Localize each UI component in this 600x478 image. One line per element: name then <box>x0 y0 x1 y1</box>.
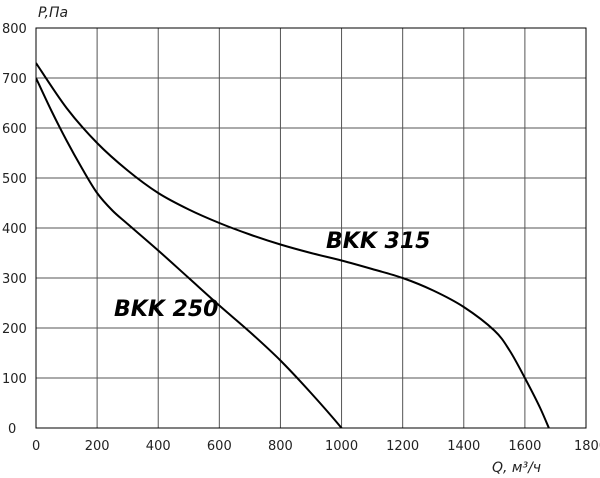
x-tick-label: 0 <box>32 439 40 454</box>
y-tick-label: 100 <box>2 372 27 387</box>
x-tick-label: 1400 <box>447 439 480 454</box>
y-tick-label: 800 <box>2 22 27 37</box>
y-axis-title: P,Па <box>38 5 68 21</box>
x-axis-title: Q, м³/ч <box>492 460 541 476</box>
series-line-bkk-315 <box>36 62 550 428</box>
y-tick-label: 200 <box>2 322 27 337</box>
series-line-bkk-250 <box>36 77 343 428</box>
y-tick-label: 500 <box>2 172 27 187</box>
x-tick-label: 400 <box>146 439 171 454</box>
y-tick-label: 400 <box>2 222 27 237</box>
x-tick-label: 600 <box>207 439 232 454</box>
x-tick-label: 1200 <box>386 439 419 454</box>
series-label-bkk-250: BKK 250 <box>114 297 218 322</box>
series-curves <box>36 62 550 428</box>
y-tick-label: 0 <box>8 422 16 437</box>
series-label-bkk-315: BKK 315 <box>326 229 430 254</box>
x-tick-label: 1600 <box>508 439 541 454</box>
x-tick-label: 200 <box>85 439 110 454</box>
grid-lines <box>35 27 587 429</box>
plot-frame <box>35 27 587 429</box>
y-tick-label: 600 <box>2 122 27 137</box>
y-tick-label: 700 <box>2 72 27 87</box>
y-tick-label: 300 <box>2 272 27 287</box>
y-tick-labels: 0 100 200 300 400 500 600 700 800 <box>2 22 27 437</box>
x-tick-label: 1000 <box>325 439 358 454</box>
x-tick-label: 800 <box>268 439 293 454</box>
